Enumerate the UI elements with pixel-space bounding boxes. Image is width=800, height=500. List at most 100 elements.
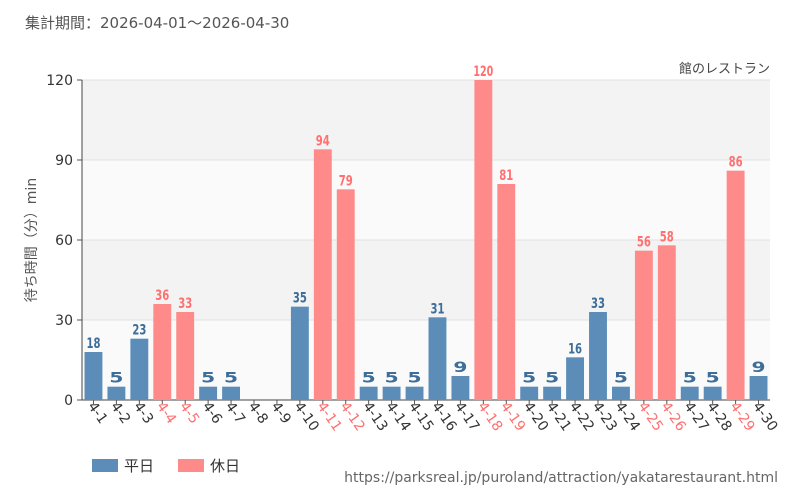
bar — [199, 386, 218, 400]
bar-value-label: 5 — [545, 371, 559, 387]
x-tick-label: 4-1 — [84, 399, 110, 427]
bar — [405, 386, 424, 400]
bar-value-label: 16 — [568, 341, 582, 357]
bar-value-label: 33 — [591, 296, 605, 312]
y-tick-label: 90 — [55, 153, 73, 169]
x-tick-label: 4-8 — [245, 399, 271, 427]
bar-value-label: 58 — [660, 229, 674, 245]
bar-value-label: 5 — [614, 371, 628, 387]
plot-band — [82, 80, 770, 160]
x-tick-label: 4-13 — [359, 399, 390, 434]
x-tick-label: 4-27 — [680, 399, 711, 434]
x-tick-label: 4-11 — [314, 399, 345, 434]
x-tick-label: 4-14 — [382, 399, 413, 434]
x-tick-label: 4-4 — [153, 399, 179, 427]
bar-value-label: 94 — [316, 133, 330, 149]
bar-value-label: 31 — [430, 301, 444, 317]
x-tick-label: 4-24 — [612, 399, 643, 434]
x-tick-label: 4-12 — [336, 399, 367, 434]
bar — [313, 149, 332, 400]
y-axis-label: 待ち時間（分）min — [24, 178, 40, 302]
x-tick-label: 4-17 — [451, 399, 482, 434]
x-tick-label: 4-22 — [566, 399, 597, 434]
bar — [611, 386, 630, 400]
x-tick-label: 4-3 — [130, 399, 156, 427]
x-tick-label: 4-10 — [291, 399, 322, 434]
y-tick-label: 0 — [64, 393, 73, 409]
x-tick-label: 4-30 — [749, 399, 780, 434]
x-tick-label: 4-2 — [107, 399, 133, 427]
bar-value-label: 18 — [86, 336, 100, 352]
plot-band — [82, 160, 770, 240]
x-tick-label: 4-6 — [199, 399, 225, 427]
bar-value-label: 5 — [706, 371, 720, 387]
bar-value-label: 5 — [201, 371, 215, 387]
legend-holiday: 休日 — [178, 455, 240, 476]
x-tick-label: 4-20 — [520, 399, 551, 434]
bar — [130, 338, 149, 400]
bar — [107, 386, 126, 400]
bar-value-label: 79 — [339, 173, 353, 189]
legend-weekday: 平日 — [92, 455, 154, 476]
chart-title: 館のレストラン — [679, 62, 770, 77]
bar — [222, 386, 241, 400]
x-tick-label: 4-16 — [428, 399, 459, 434]
bar-value-label: 86 — [729, 155, 743, 171]
bar — [290, 306, 309, 400]
bar-value-label: 5 — [522, 371, 536, 387]
legend-holiday-swatch — [178, 459, 205, 472]
bar — [749, 376, 768, 400]
bar-value-label: 23 — [132, 323, 146, 339]
bar — [520, 386, 539, 400]
bar — [153, 304, 172, 400]
x-tick-label: 4-25 — [635, 399, 666, 434]
bar — [497, 184, 516, 400]
x-tick-label: 4-18 — [474, 399, 505, 434]
bar — [703, 386, 722, 400]
bar — [543, 386, 562, 400]
bar — [176, 312, 195, 400]
bar-value-label: 5 — [362, 371, 376, 387]
y-tick-label: 120 — [46, 73, 73, 89]
bar — [657, 245, 676, 400]
bar — [680, 386, 699, 400]
legend-weekday-swatch — [92, 459, 118, 472]
bar — [589, 312, 607, 400]
wait-time-bar-chart: 0 30 60 90 120 待ち時間（分）min 館のレストラン 18 4-1 5 4-2 23 4-… — [24, 62, 781, 434]
x-tick-label: 4-21 — [543, 399, 574, 434]
x-tick-label: 4-26 — [658, 399, 689, 434]
bar — [451, 376, 470, 400]
bar-value-label: 33 — [178, 296, 192, 312]
plot-band — [82, 320, 770, 400]
legend-weekday-label: 平日 — [124, 457, 155, 475]
bar-value-label: 5 — [109, 371, 123, 387]
x-tick-label: 4-28 — [703, 399, 734, 434]
bar-value-label: 9 — [453, 360, 467, 376]
legend-holiday-label: 休日 — [210, 457, 241, 475]
bar — [634, 250, 653, 400]
bar — [566, 357, 585, 400]
y-tick-label: 30 — [55, 313, 73, 329]
bar-value-label: 5 — [385, 371, 399, 387]
y-tick-label: 60 — [55, 233, 73, 249]
bar — [84, 352, 103, 400]
x-tick-label: 4-7 — [222, 399, 248, 427]
x-tick-label: 4-29 — [726, 399, 757, 434]
bar-value-label: 5 — [408, 371, 422, 387]
bar — [359, 386, 378, 400]
x-tick-label: 4-23 — [589, 399, 620, 434]
bar-value-label: 9 — [752, 360, 766, 376]
x-tick-label: 4-9 — [268, 399, 294, 427]
x-tick-label: 4-19 — [497, 399, 528, 434]
period-label: 集計期間：2026-04-01～2026-04-30 — [25, 14, 290, 32]
bar-value-label: 5 — [683, 371, 697, 387]
bar-value-label: 81 — [499, 168, 513, 184]
bar-value-label: 35 — [293, 291, 307, 307]
legend: 平日 休日 — [92, 455, 264, 476]
bar-value-label: 5 — [224, 371, 238, 387]
bar — [726, 170, 745, 400]
source-url[interactable]: https://parksreal.jp/puroland/attraction… — [344, 470, 778, 486]
x-tick-label: 4-5 — [176, 399, 202, 427]
bar-value-label: 56 — [637, 235, 651, 251]
plot-band — [82, 240, 770, 320]
